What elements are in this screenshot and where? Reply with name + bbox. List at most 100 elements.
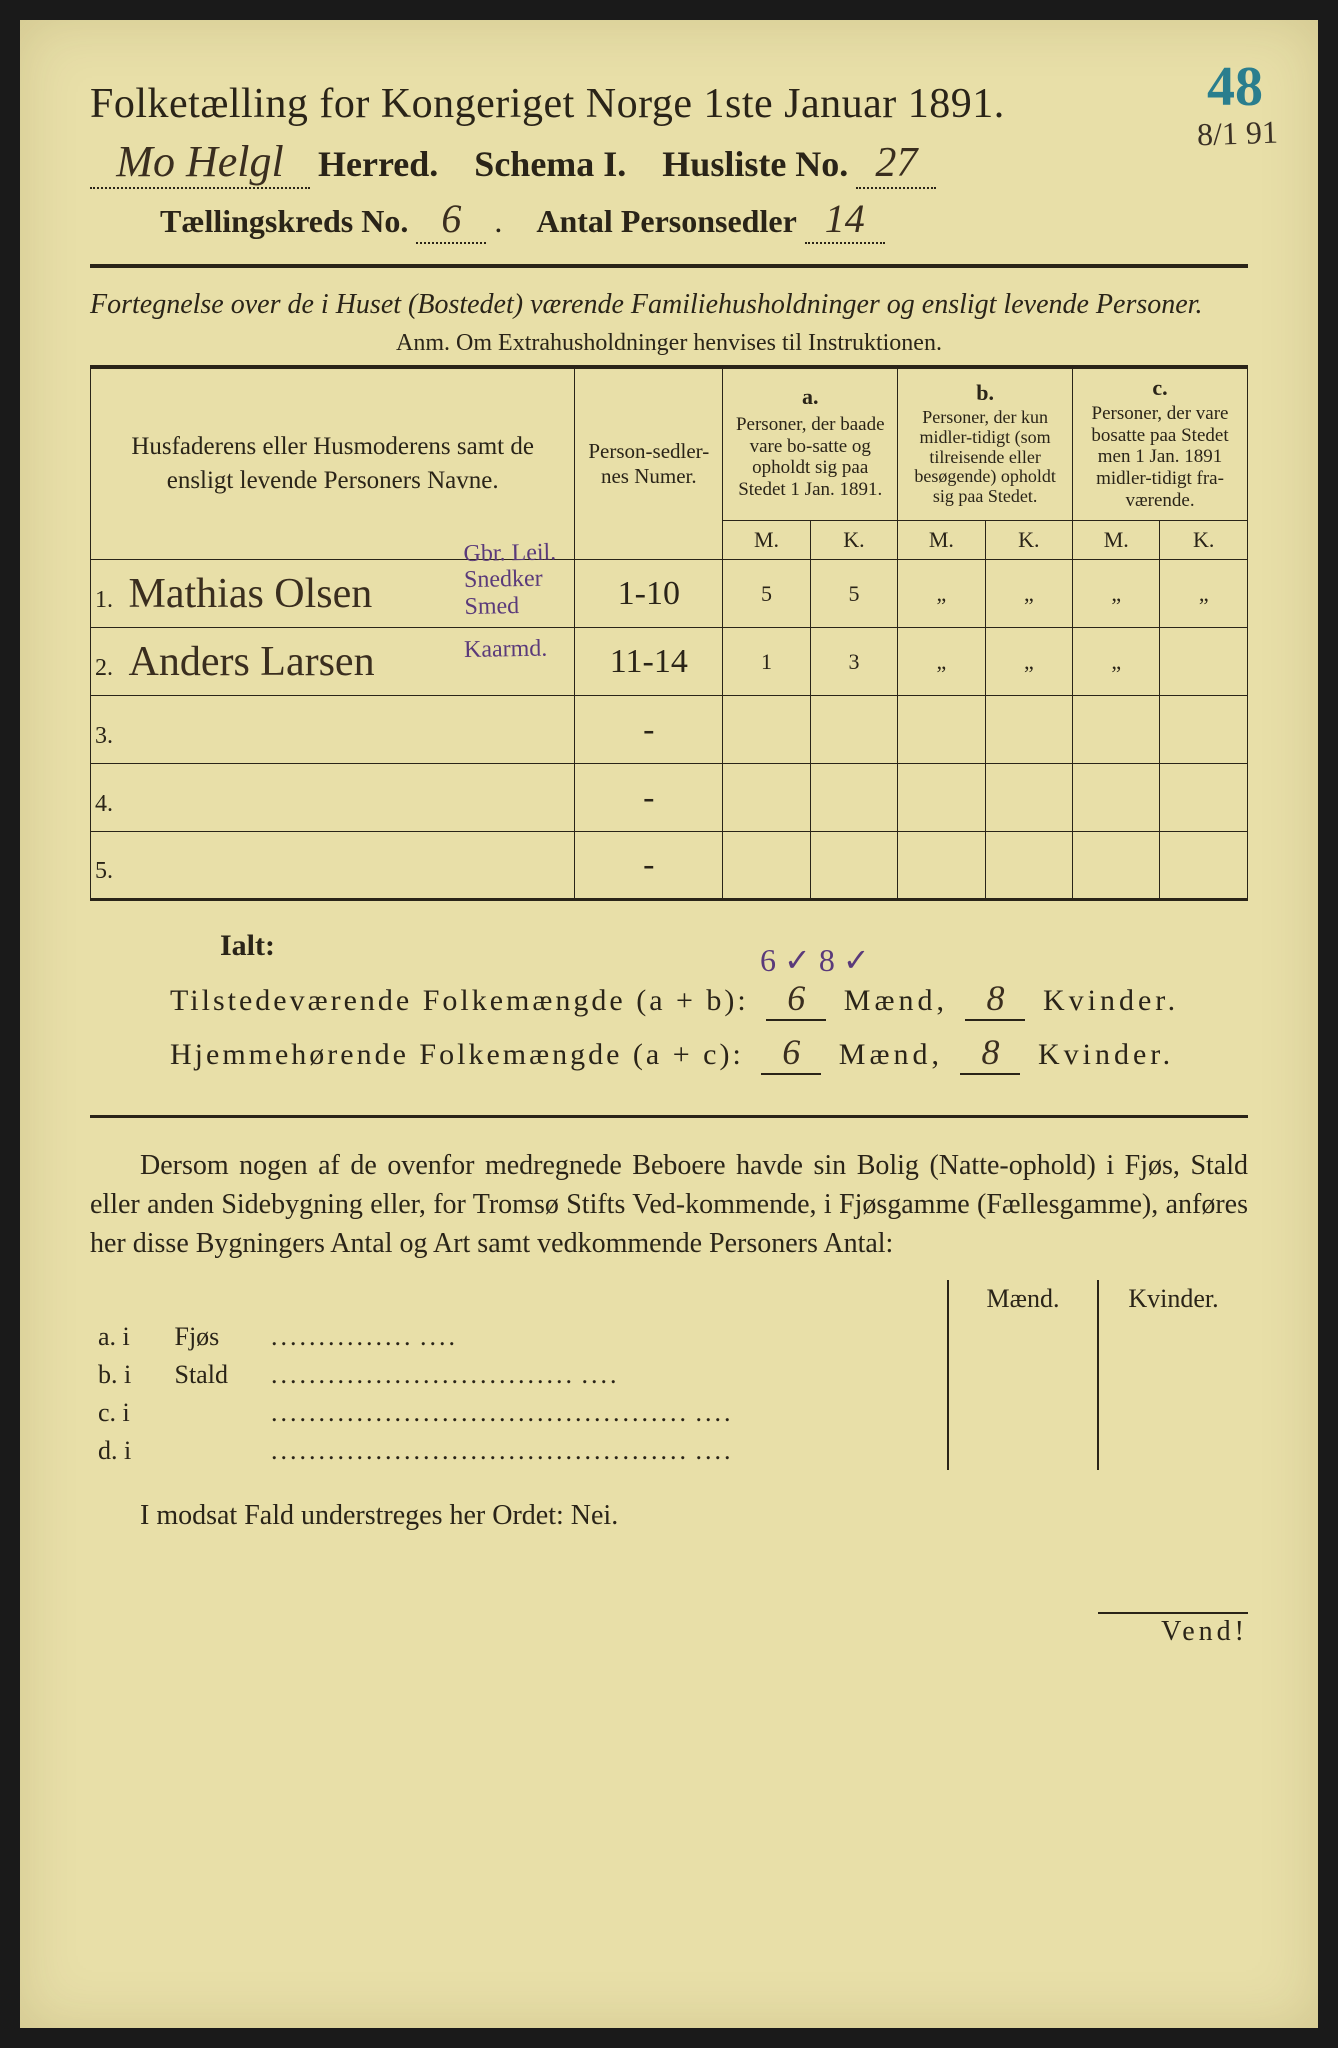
bm-cell: „ — [898, 628, 985, 696]
col-c-k: K. — [1160, 521, 1248, 560]
nei-line: I modsat Fald understreges her Ordet: Ne… — [90, 1500, 1248, 1532]
schema-label: Schema I. — [474, 143, 626, 185]
cm-cell: „ — [1073, 560, 1160, 628]
household-name: Anders Larsen — [129, 639, 375, 685]
bld-k — [1098, 1394, 1248, 1432]
bm-cell — [898, 764, 985, 832]
am-cell: 5 — [723, 560, 810, 628]
ac-maend: 6 — [761, 1031, 821, 1075]
ps-cell: - — [575, 832, 723, 900]
building-row: b. i Stald .............................… — [90, 1356, 1248, 1394]
bk-cell — [985, 832, 1072, 900]
header-line-2: Mo Helgl Herred. Schema I. Husliste No. … — [90, 136, 1248, 189]
ck-cell — [1160, 764, 1248, 832]
am-cell: 1 — [723, 628, 810, 696]
row-name-cell: 3. — [91, 696, 575, 764]
bk-cell: „ — [985, 560, 1072, 628]
ak-cell — [810, 832, 897, 900]
husliste-label: Husliste No. — [662, 143, 848, 185]
col-b-m: M. — [898, 521, 985, 560]
col-c-m: M. — [1073, 521, 1160, 560]
household-table: Husfaderens eller Husmoderens samt de en… — [90, 365, 1248, 901]
bld-m — [948, 1356, 1098, 1394]
bld-k — [1098, 1356, 1248, 1394]
col-a-m: M. — [723, 521, 810, 560]
ac-kvinder: 8 — [960, 1031, 1020, 1075]
intro-text: Fortegnelse over de i Huset (Bostedet) v… — [90, 286, 1248, 324]
bk-cell — [985, 764, 1072, 832]
cm-cell — [1073, 764, 1160, 832]
building-row: c. i ...................................… — [90, 1394, 1248, 1432]
kreds-label: Tællingskreds No. — [160, 203, 408, 240]
row-name-cell: 2. Anders Larsen Kaarmd. — [91, 628, 575, 696]
col-header-names: Husfaderens eller Husmoderens samt de en… — [91, 367, 575, 560]
table-row: 4. - — [91, 764, 1248, 832]
totals-section: Ialt: 6 ✓ 8 ✓ Tilstedeværende Folkemængd… — [90, 929, 1248, 1075]
ak-cell — [810, 764, 897, 832]
bm-cell: „ — [898, 560, 985, 628]
col-header-b: b. Personer, der kun midler-tidigt (som … — [898, 367, 1073, 521]
ck-cell: „ — [1160, 560, 1248, 628]
col-header-c: c. Personer, der vare bosatte paa Stedet… — [1073, 367, 1248, 521]
check-marks: 6 ✓ 8 ✓ — [760, 941, 870, 979]
table-row: 3. - — [91, 696, 1248, 764]
bld-k — [1098, 1432, 1248, 1470]
table-row: 1. Mathias Olsen Gbr. Leil.SnedkerSmed 1… — [91, 560, 1248, 628]
am-cell — [723, 696, 810, 764]
bld-m — [948, 1394, 1098, 1432]
row-name-cell: 4. — [91, 764, 575, 832]
ck-cell — [1160, 628, 1248, 696]
household-name: Mathias Olsen — [129, 571, 373, 617]
ak-cell — [810, 696, 897, 764]
am-cell — [723, 764, 810, 832]
col-b-k: K. — [985, 521, 1072, 560]
cm-cell: „ — [1073, 628, 1160, 696]
census-form-page: 48 8/1 91 Folketælling for Kongeriget No… — [20, 20, 1318, 2028]
totals-ac: Hjemmehørende Folkemængde (a + c): 6 Mæn… — [170, 1031, 1248, 1075]
herred-value: Mo Helgl — [90, 136, 310, 189]
ialt-label: Ialt: — [220, 929, 1248, 963]
divider — [90, 264, 1248, 268]
ps-cell: 11-14 — [575, 628, 723, 696]
bm-cell — [898, 696, 985, 764]
building-table: Mænd. Kvinder. a. i Fjøs ...............… — [90, 1280, 1248, 1470]
bld-k — [1098, 1318, 1248, 1356]
form-title: Folketælling for Kongeriget Norge 1ste J… — [90, 80, 1248, 128]
margin-note: Gbr. Leil.SnedkerSmed — [464, 539, 585, 620]
building-row: d. i ...................................… — [90, 1432, 1248, 1470]
ck-cell — [1160, 696, 1248, 764]
date-annotation: 8/1 91 — [1196, 114, 1278, 154]
row-name-cell: 5. — [91, 832, 575, 900]
antal-value: 14 — [805, 195, 885, 244]
cm-cell — [1073, 832, 1160, 900]
bld-m — [948, 1318, 1098, 1356]
bld-kvinder-header: Kvinder. — [1098, 1280, 1248, 1318]
col-header-personsedler: Person-sedler-nes Numer. — [575, 367, 723, 560]
ab-kvinder: 8 — [965, 977, 1025, 1021]
table-row: 2. Anders Larsen Kaarmd. 11-14 1 3 „ „ „ — [91, 628, 1248, 696]
buildings-paragraph: Dersom nogen af de ovenfor medregnede Be… — [90, 1146, 1248, 1264]
row-name-cell: 1. Mathias Olsen Gbr. Leil.SnedkerSmed — [91, 560, 575, 628]
herred-label: Herred. — [318, 143, 438, 185]
antal-label: Antal Personsedler — [536, 203, 796, 240]
col-header-a: a. Personer, der baade vare bo-satte og … — [723, 367, 898, 521]
ps-cell: - — [575, 764, 723, 832]
bk-cell: „ — [985, 628, 1072, 696]
margin-note: Kaarmd. — [464, 635, 584, 663]
bld-maend-header: Mænd. — [948, 1280, 1098, 1318]
ak-cell: 3 — [810, 628, 897, 696]
bk-cell — [985, 696, 1072, 764]
totals-ab: 6 ✓ 8 ✓ Tilstedeværende Folkemængde (a +… — [170, 977, 1248, 1021]
ps-cell: - — [575, 696, 723, 764]
table-row: 5. - — [91, 832, 1248, 900]
bm-cell — [898, 832, 985, 900]
ps-cell: 1-10 — [575, 560, 723, 628]
husliste-value: 27 — [856, 139, 936, 189]
bld-label: c. i ...................................… — [90, 1394, 948, 1432]
ab-maend: 6 — [766, 977, 826, 1021]
header-line-3: Tællingskreds No. 6 . Antal Personsedler… — [160, 195, 1248, 244]
building-row: a. i Fjøs ............... .... — [90, 1318, 1248, 1356]
ak-cell: 5 — [810, 560, 897, 628]
am-cell — [723, 832, 810, 900]
page-number-annotation: 48 — [1207, 55, 1263, 119]
